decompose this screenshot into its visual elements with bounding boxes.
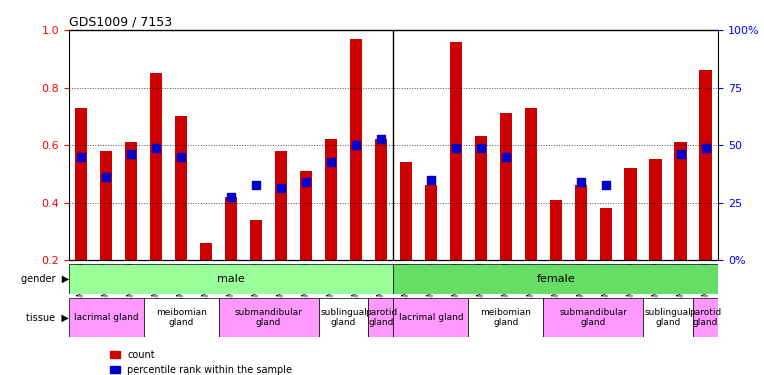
Point bbox=[75, 153, 87, 159]
Bar bbox=[200, 243, 212, 260]
FancyBboxPatch shape bbox=[69, 298, 144, 337]
Point bbox=[300, 179, 312, 185]
Text: gender  ▶: gender ▶ bbox=[21, 274, 69, 284]
Text: submandibular
gland: submandibular gland bbox=[559, 308, 627, 327]
Bar bbox=[325, 139, 337, 260]
FancyBboxPatch shape bbox=[543, 298, 643, 337]
Bar bbox=[250, 220, 262, 260]
Point bbox=[125, 151, 138, 157]
Text: parotid
gland: parotid gland bbox=[690, 308, 722, 327]
FancyBboxPatch shape bbox=[219, 298, 319, 337]
Bar bbox=[699, 70, 712, 260]
Point bbox=[425, 177, 437, 183]
Point bbox=[350, 142, 362, 148]
Bar bbox=[525, 108, 537, 260]
Point bbox=[225, 194, 238, 200]
Bar bbox=[299, 171, 312, 260]
Legend: count, percentile rank within the sample: count, percentile rank within the sample bbox=[106, 346, 296, 375]
Point bbox=[500, 153, 512, 159]
FancyBboxPatch shape bbox=[393, 264, 718, 294]
Bar bbox=[600, 208, 612, 260]
FancyBboxPatch shape bbox=[643, 298, 693, 337]
Point bbox=[175, 153, 187, 159]
Bar bbox=[500, 113, 512, 260]
FancyBboxPatch shape bbox=[368, 298, 393, 337]
FancyBboxPatch shape bbox=[144, 298, 219, 337]
Point bbox=[375, 136, 387, 142]
Bar bbox=[450, 42, 462, 260]
Bar bbox=[575, 185, 587, 260]
Bar bbox=[400, 162, 413, 260]
Point bbox=[700, 145, 712, 151]
Text: male: male bbox=[217, 274, 245, 284]
Bar bbox=[125, 142, 138, 260]
Text: sublingual
gland: sublingual gland bbox=[320, 308, 367, 327]
Text: female: female bbox=[536, 274, 575, 284]
Text: lacrimal gland: lacrimal gland bbox=[74, 313, 138, 322]
FancyBboxPatch shape bbox=[319, 298, 368, 337]
Bar bbox=[350, 39, 362, 260]
Text: meibomian
gland: meibomian gland bbox=[156, 308, 206, 327]
Bar bbox=[175, 116, 187, 260]
Point bbox=[600, 182, 612, 188]
Point bbox=[250, 182, 262, 188]
Bar bbox=[225, 197, 238, 260]
Bar bbox=[675, 142, 687, 260]
Bar bbox=[549, 200, 562, 260]
Text: tissue  ▶: tissue ▶ bbox=[26, 312, 69, 322]
Text: meibomian
gland: meibomian gland bbox=[481, 308, 531, 327]
Bar bbox=[649, 159, 662, 260]
Point bbox=[275, 185, 287, 191]
Bar bbox=[100, 151, 112, 260]
Bar bbox=[374, 139, 387, 260]
Point bbox=[575, 179, 587, 185]
Text: submandibular
gland: submandibular gland bbox=[235, 308, 303, 327]
Point bbox=[450, 145, 462, 151]
Bar bbox=[150, 73, 163, 260]
Point bbox=[675, 151, 687, 157]
Text: lacrimal gland: lacrimal gland bbox=[399, 313, 463, 322]
Bar bbox=[275, 151, 287, 260]
FancyBboxPatch shape bbox=[393, 298, 468, 337]
Text: sublingual
gland: sublingual gland bbox=[645, 308, 691, 327]
Bar bbox=[425, 185, 437, 260]
Bar bbox=[75, 108, 88, 260]
FancyBboxPatch shape bbox=[693, 298, 718, 337]
FancyBboxPatch shape bbox=[69, 264, 393, 294]
Point bbox=[474, 145, 487, 151]
Text: GDS1009 / 7153: GDS1009 / 7153 bbox=[69, 16, 172, 29]
Bar bbox=[624, 168, 637, 260]
Point bbox=[325, 159, 337, 165]
Bar bbox=[474, 136, 487, 260]
Text: parotid
gland: parotid gland bbox=[365, 308, 397, 327]
Point bbox=[100, 174, 112, 180]
FancyBboxPatch shape bbox=[468, 298, 543, 337]
Point bbox=[150, 145, 162, 151]
